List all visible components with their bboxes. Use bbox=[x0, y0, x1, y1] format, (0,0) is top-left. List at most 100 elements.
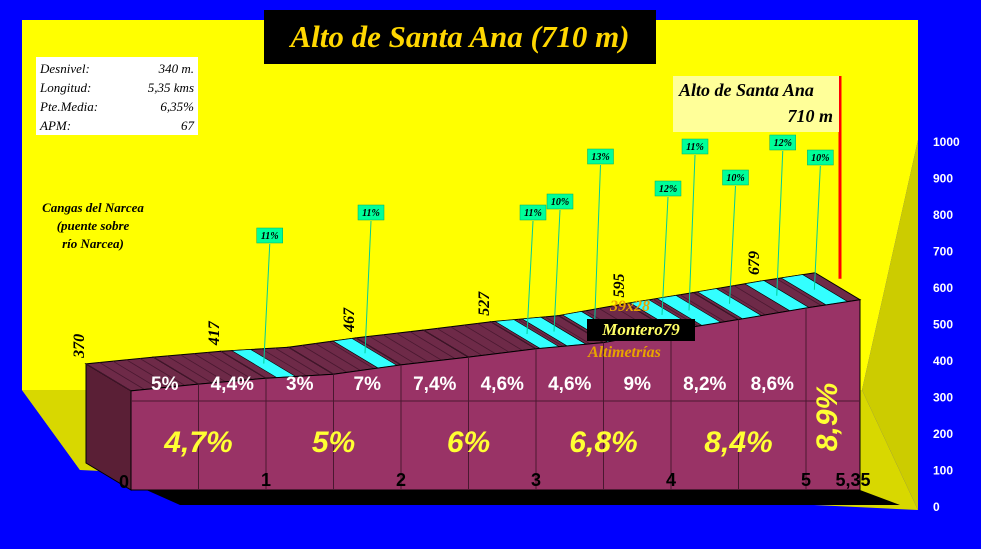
y-tick-label: 400 bbox=[933, 354, 953, 368]
profile-rib bbox=[126, 359, 172, 388]
y-tick-label: 900 bbox=[933, 172, 953, 186]
start-label-line: (puente sobre bbox=[56, 218, 130, 233]
stat-row: Desnivel: 340 m. bbox=[40, 59, 194, 78]
summit-name: Alto de Santa Ana bbox=[679, 80, 814, 100]
altitude-label: 467 bbox=[341, 307, 358, 333]
profile-rib bbox=[207, 352, 253, 380]
summit-altitude: 710 m bbox=[787, 106, 833, 126]
callout-line bbox=[688, 154, 696, 311]
x-tick-label: 0 bbox=[119, 472, 129, 492]
profile-rib bbox=[463, 324, 510, 353]
callout-box bbox=[256, 227, 283, 244]
steep-ramp-label: 10% bbox=[726, 173, 744, 184]
steep-ramp-label: 13% bbox=[591, 152, 609, 163]
stat-label: APM: bbox=[40, 118, 72, 133]
credit-subtitle: Altimetrías bbox=[588, 344, 661, 361]
x-tick-label: 5,35 bbox=[835, 470, 870, 490]
callout-line bbox=[364, 220, 372, 354]
profile-rib bbox=[477, 323, 523, 351]
start-label: Cangas del Narcea (puente sobre río Narc… bbox=[18, 199, 168, 253]
profile-rib bbox=[355, 337, 402, 366]
x-tick-label: 1 bbox=[261, 470, 271, 490]
summit-label: Alto de Santa Ana 710 m bbox=[673, 76, 839, 132]
stat-label: Pte.Media: bbox=[40, 99, 99, 114]
profile-rib bbox=[369, 335, 415, 364]
profile-rib bbox=[166, 355, 213, 384]
stat-row: Pte.Media: 6,35% bbox=[40, 97, 194, 116]
half-km-gradient: 4,6% bbox=[481, 374, 524, 395]
profile-rib bbox=[409, 331, 456, 359]
credit-author: Montero79 bbox=[602, 320, 680, 339]
y-tick-label: 700 bbox=[933, 245, 953, 259]
profile-rib bbox=[153, 356, 199, 385]
y-tick-label: 1000 bbox=[933, 135, 960, 149]
profile-rib bbox=[193, 353, 240, 381]
x-tick-label: 4 bbox=[666, 470, 676, 490]
km-gradient: 8,9% bbox=[811, 383, 844, 451]
profile-rib bbox=[450, 326, 496, 355]
callout-line bbox=[661, 196, 669, 315]
callout-box bbox=[587, 148, 614, 165]
steep-ramp-label: 11% bbox=[261, 231, 279, 242]
steep-ramp-label: 11% bbox=[362, 208, 380, 219]
profile-rib bbox=[693, 292, 739, 320]
callout-box bbox=[722, 169, 749, 186]
half-km-gradient: 8,6% bbox=[751, 374, 794, 395]
x-tick-label: 3 bbox=[531, 470, 541, 490]
callout-box bbox=[357, 204, 385, 221]
callout-box bbox=[546, 193, 574, 210]
profile-rib bbox=[733, 285, 780, 313]
profile-rib bbox=[112, 360, 159, 389]
start-label-line: río Narcea) bbox=[62, 236, 124, 251]
stat-label: Longitud: bbox=[40, 80, 92, 95]
half-km-gradient: 4,6% bbox=[548, 374, 591, 395]
profile-rib bbox=[180, 354, 226, 383]
callout-line bbox=[526, 220, 534, 335]
profile-rib bbox=[301, 345, 348, 373]
profile-rib bbox=[776, 278, 822, 306]
profile-rib bbox=[382, 334, 429, 363]
half-km-gradient: 7,4% bbox=[413, 374, 456, 395]
profile-rib bbox=[85, 363, 132, 392]
right-wall bbox=[862, 140, 918, 510]
callout-box bbox=[769, 134, 796, 151]
half-km-gradient: 4,4% bbox=[211, 374, 254, 395]
steep-ramp-label: 11% bbox=[524, 208, 542, 219]
km-gradient: 6,8% bbox=[569, 426, 637, 459]
profile-rib bbox=[328, 341, 375, 369]
callout-line bbox=[594, 164, 601, 327]
profile-rib bbox=[423, 329, 469, 358]
half-km-gradient: 5% bbox=[151, 374, 179, 395]
profile-rib bbox=[261, 348, 307, 377]
callout-line bbox=[553, 209, 561, 332]
altitude-label: 595 bbox=[611, 274, 628, 298]
stat-value: 67 bbox=[181, 118, 194, 133]
callout-line bbox=[729, 185, 736, 304]
steep-ramp-label: 12% bbox=[659, 184, 677, 195]
y-tick-label: 800 bbox=[933, 208, 953, 222]
altitude-label: 679 bbox=[746, 251, 763, 275]
altitude-label: 417 bbox=[206, 320, 223, 346]
y-tick-label: 300 bbox=[933, 391, 953, 405]
profile-rib bbox=[315, 343, 361, 371]
stat-value: 340 m. bbox=[158, 61, 194, 76]
stat-row: Longitud: 5,35 kms bbox=[40, 78, 194, 97]
steep-ramp-label: 11% bbox=[686, 142, 704, 153]
km-gradient: 4,7% bbox=[163, 426, 232, 459]
half-km-gradient: 8,2% bbox=[683, 374, 726, 395]
stat-row: APM: 67 bbox=[40, 116, 194, 135]
steep-ramp-label: 10% bbox=[811, 153, 829, 164]
callout-box bbox=[681, 138, 709, 155]
title-box: Alto de Santa Ana (710 m) bbox=[264, 10, 656, 64]
profile-rib bbox=[288, 346, 334, 375]
callout-box bbox=[807, 149, 834, 166]
y-tick-label: 500 bbox=[933, 318, 953, 332]
profile-rib bbox=[220, 350, 267, 379]
x-tick-label: 2 bbox=[396, 470, 406, 490]
stat-value: 6,35% bbox=[160, 99, 194, 114]
stats-panel: Desnivel: 340 m. Longitud: 5,35 kms Pte.Me… bbox=[36, 57, 198, 135]
y-tick-label: 0 bbox=[933, 500, 940, 514]
chart-title: Alto de Santa Ana (710 m) bbox=[290, 19, 630, 54]
profile-rib bbox=[679, 294, 726, 323]
